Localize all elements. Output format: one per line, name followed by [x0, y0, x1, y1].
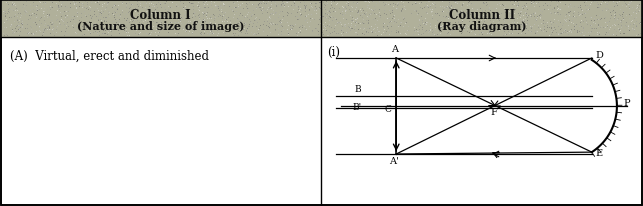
- Text: P: P: [623, 99, 629, 108]
- Text: A: A: [391, 45, 398, 54]
- Text: Column II: Column II: [449, 8, 515, 21]
- Text: B: B: [354, 85, 361, 94]
- Text: F: F: [490, 108, 497, 116]
- Text: A': A': [390, 156, 399, 165]
- Text: (i): (i): [327, 46, 340, 59]
- Text: C: C: [385, 104, 391, 114]
- Text: (A)  Virtual, erect and diminished: (A) Virtual, erect and diminished: [10, 50, 209, 63]
- Text: Column I: Column I: [130, 8, 191, 21]
- Text: E: E: [596, 148, 603, 157]
- Text: B': B': [352, 103, 361, 111]
- Bar: [1, 1, 642, 38]
- Text: (Ray diagram): (Ray diagram): [437, 20, 527, 31]
- Text: (Nature and size of image): (Nature and size of image): [77, 20, 244, 31]
- Text: D: D: [596, 51, 604, 60]
